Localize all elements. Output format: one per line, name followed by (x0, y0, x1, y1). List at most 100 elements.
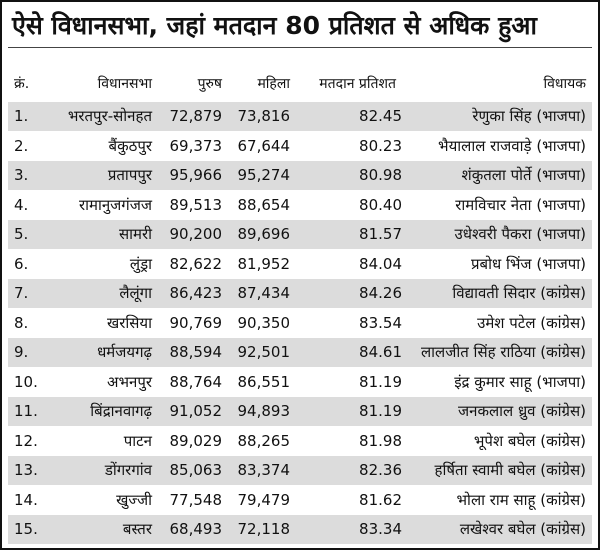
cell: 91,052 (169, 402, 223, 420)
cell: धर्मजयगढ़ (97, 343, 152, 361)
cell: 89,513 (169, 195, 223, 214)
cell: 81.98 (359, 431, 402, 450)
cell: 89,029 (169, 431, 223, 450)
cell: सामरी (118, 225, 152, 243)
cell: 82.45 (359, 107, 402, 125)
table-row: 15. बस्तर 68,493 72,118 83.34 लखेश्वर बघेल (क… (8, 515, 592, 544)
table-row: 8. खरसिया 90,769 90,350 83.54 उमेश पटेल (कांग… (8, 309, 592, 338)
cell: लखेश्वर बघेल (कांग्रेस) (459, 520, 586, 538)
cell: 4. (14, 195, 29, 214)
cell: 3. (14, 166, 29, 184)
cell: जनकलाल ध्रुव (कांग्रेस) (457, 402, 586, 420)
table-row: 4. रामानुजगंजज 89,513 88,654 80.40 रामविचार न… (8, 191, 592, 220)
cell: रेणुका सिंह (भाजपा) (472, 107, 586, 125)
cell: 14. (14, 490, 38, 509)
cell: 80.23 (359, 136, 402, 155)
cell: 12. (14, 431, 38, 450)
cell: 72,879 (169, 107, 223, 125)
table-row: 6. लुंड्रा 82,622 81,952 84.04 प्रबोध भिंज (भ… (8, 250, 592, 279)
cell: 84.26 (359, 284, 402, 302)
cell: प्रतापपुर (107, 166, 152, 184)
cell: 7. (14, 284, 29, 302)
cell: 81.62 (359, 490, 402, 509)
cell: 84.04 (359, 254, 402, 273)
cell: 77,548 (169, 490, 223, 509)
cell: पाटन (123, 431, 152, 450)
cell: 81.19 (359, 372, 402, 391)
cell: 72,118 (237, 520, 291, 538)
cell: लैलूंगा (119, 284, 152, 302)
table-row: 1. भरतपुर-सोनहत 72,879 73,816 82.45 रेणुका सि… (8, 102, 592, 131)
cell: 11. (14, 402, 38, 420)
cell: 81,952 (237, 254, 291, 273)
cell: भरतपुर-सोनहत (67, 107, 152, 125)
cell: 89,696 (237, 225, 291, 243)
cell: रामविचार नेता (भाजपा) (455, 195, 586, 214)
table-row: 12. पाटन 89,029 88,265 81.98 भूपेश बघेल (कांग… (8, 427, 592, 456)
cell: 90,200 (169, 225, 223, 243)
cell: 88,594 (169, 343, 223, 361)
cell: उमेश पटेल (कांग्रेस) (477, 313, 586, 332)
cell: लालजीत सिंह राठिया (कांग्रेस) (421, 343, 586, 361)
cell: 81.19 (359, 402, 402, 420)
cell: महिला (257, 76, 290, 92)
cell: 88,764 (169, 372, 223, 391)
cell: 95,274 (237, 166, 291, 184)
cell: 13. (14, 461, 38, 479)
table-row: 13. डोंगरगांव 85,063 83,374 82.36 हर्षिता स्व… (8, 456, 592, 485)
cell: 90,769 (169, 313, 223, 332)
cell: 1. (14, 107, 29, 125)
cell: खुज्जी (116, 490, 152, 509)
cell: विधानसभा (97, 76, 152, 92)
cell: 80.98 (359, 166, 402, 184)
title: ऐसे विधानसभा, जहां मतदान 80 प्रतिशत से अ… (12, 11, 537, 40)
cell: बैंकुठपुर (108, 136, 152, 155)
cell: बिंद्रानवागढ़ (90, 402, 152, 420)
cell: 9. (14, 343, 29, 361)
cell: 85,063 (169, 461, 223, 479)
cell: 67,644 (237, 136, 291, 155)
title-rule (8, 47, 592, 48)
table-row: 3. प्रतापपुर 95,966 95,274 80.98 शंकुतला पोर्… (8, 161, 592, 190)
cell: 73,816 (237, 107, 291, 125)
table-row: 7. लैलूंगा 86,423 87,434 84.26 विद्यावती सिदा… (8, 279, 592, 308)
cell: 87,434 (237, 284, 291, 302)
cell: विद्यावती सिदार (कांग्रेस) (452, 284, 586, 302)
cell: 5. (14, 225, 29, 243)
cell: बस्तर (122, 520, 152, 538)
cell: 92,501 (237, 343, 291, 361)
cell: 79,479 (237, 490, 291, 509)
table-row: 11. बिंद्रानवागढ़ 91,052 94,893 81.19 जनकलाल … (8, 397, 592, 426)
cell: 83,374 (237, 461, 291, 479)
cell: लुंड्रा (129, 254, 152, 273)
cell: हर्षिता स्वामी बघेल (कांग्रेस) (434, 461, 586, 479)
cell: 69,373 (169, 136, 223, 155)
cell: प्रबोध भिंज (भाजपा) (471, 254, 586, 273)
table-row: 5. सामरी 90,200 89,696 81.57 उधेश्वरी पैकरा (… (8, 220, 592, 249)
cell: भैयालाल राजवाड़े (भाजपा) (438, 136, 586, 155)
cell: क्रं. (14, 76, 30, 92)
cell: 15. (14, 520, 38, 538)
cell: 88,654 (237, 195, 291, 214)
table-row: 2. बैंकुठपुर 69,373 67,644 80.23 भैयालाल राजव… (8, 132, 592, 161)
cell: 6. (14, 254, 29, 273)
cell: 88,265 (237, 431, 291, 450)
cell: 68,493 (169, 520, 223, 538)
cell: 8. (14, 313, 29, 332)
cell: इंद्र कुमार साहू (भाजपा) (454, 372, 586, 391)
cell: भूपेश बघेल (कांग्रेस) (473, 431, 586, 450)
cell: डोंगरगांव (104, 461, 152, 479)
table-row: 9. धर्मजयगढ़ 88,594 92,501 84.61 लालजीत सिंह … (8, 338, 592, 367)
cell: 94,893 (237, 402, 291, 420)
cell: विधायक (543, 76, 586, 92)
cell: उधेश्वरी पैकरा (भाजपा) (454, 225, 586, 243)
cell: भोला राम साहू (कांग्रेस) (456, 490, 586, 509)
cell: 81.57 (359, 225, 402, 243)
cell: 2. (14, 136, 29, 155)
cell: 95,966 (169, 166, 223, 184)
cell: मतदान प्रतिशत (319, 76, 396, 92)
cell: 10. (14, 372, 38, 391)
cell: 83.54 (359, 313, 402, 332)
cell: 84.61 (359, 343, 402, 361)
